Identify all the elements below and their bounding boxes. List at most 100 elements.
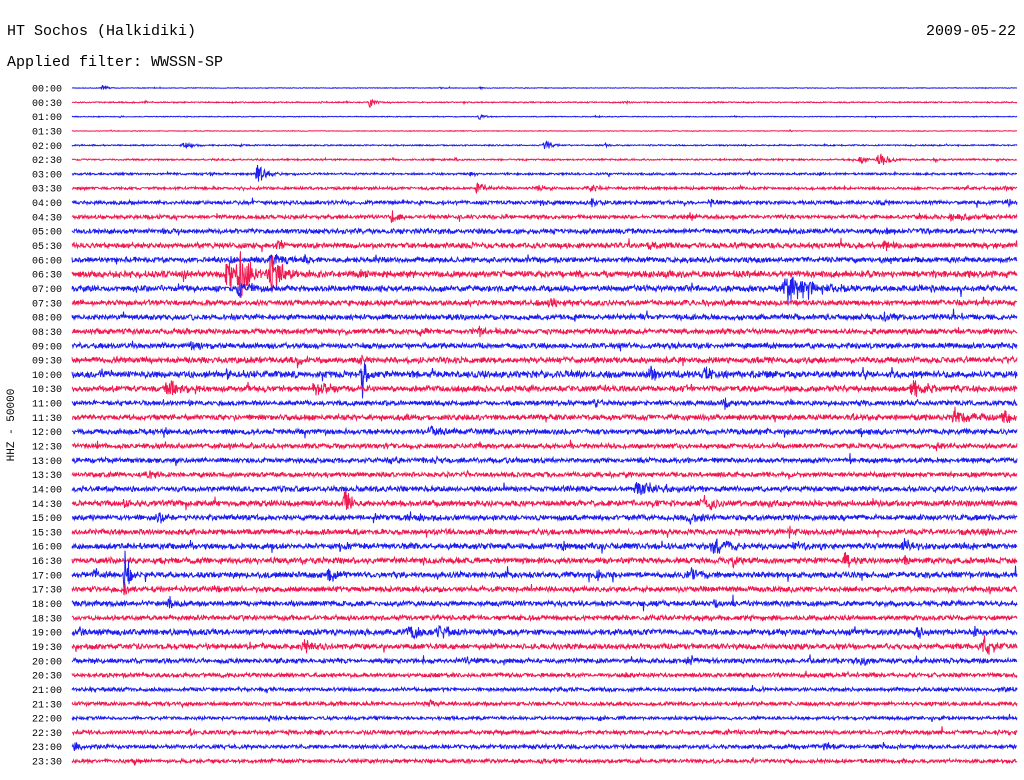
- trace-1330: [71, 469, 1018, 480]
- row-label-1000: 10:00: [32, 371, 62, 382]
- trace-0200: [71, 140, 1018, 150]
- trace-0930: [71, 354, 1018, 369]
- trace-0330: [72, 182, 1018, 195]
- row-label-1600: 16:00: [32, 543, 62, 554]
- row-label-0500: 05:00: [32, 228, 62, 239]
- row-label-2000: 20:00: [32, 657, 62, 668]
- row-label-0600: 06:00: [32, 256, 62, 267]
- trace-1900: [71, 624, 1018, 640]
- row-label-1230: 12:30: [32, 443, 62, 454]
- trace-2330: [71, 756, 1018, 766]
- row-label-0730: 07:30: [32, 299, 62, 310]
- row-label-1930: 19:30: [32, 643, 62, 654]
- trace-1800: [71, 594, 1018, 612]
- row-label-1100: 11:00: [32, 400, 62, 411]
- row-label-1330: 13:30: [32, 471, 62, 482]
- trace-0230: [71, 153, 1018, 166]
- row-label-0130: 01:30: [32, 128, 62, 139]
- trace-2300: [71, 742, 1018, 752]
- row-label-0000: 00:00: [32, 85, 62, 96]
- trace-0000: [71, 84, 1018, 91]
- row-label-2100: 21:00: [32, 686, 62, 697]
- date-label: 2009-05-22: [926, 23, 1016, 40]
- row-label-0430: 04:30: [32, 213, 62, 224]
- trace-0130: [71, 129, 1018, 133]
- trace-0600: [71, 254, 1018, 267]
- row-label-1400: 14:00: [32, 486, 62, 497]
- row-label-0700: 07:00: [32, 285, 62, 296]
- row-label-1300: 13:00: [32, 457, 62, 468]
- trace-0430: [71, 210, 1018, 223]
- row-label-0100: 01:00: [32, 113, 62, 124]
- row-label-0030: 00:30: [32, 99, 62, 110]
- row-label-0330: 03:30: [32, 185, 62, 196]
- trace-0500: [71, 226, 1018, 237]
- trace-0400: [71, 197, 1018, 208]
- row-label-1030: 10:30: [32, 385, 62, 396]
- row-label-1630: 16:30: [32, 557, 62, 568]
- trace-2100: [71, 684, 1018, 694]
- trace-1230: [71, 439, 1018, 452]
- trace-2130: [71, 698, 1018, 709]
- row-label-1800: 18:00: [32, 600, 62, 611]
- trace-1700: [71, 550, 1018, 593]
- row-label-1530: 15:30: [32, 528, 62, 539]
- trace-1400: [71, 482, 1018, 496]
- trace-1500: [71, 511, 1018, 525]
- row-label-1500: 15:00: [32, 514, 62, 525]
- trace-1200: [71, 425, 1018, 439]
- row-label-0630: 06:30: [32, 271, 62, 282]
- row-label-2230: 22:30: [32, 729, 62, 740]
- trace-1630: [71, 552, 1018, 569]
- row-label-2300: 23:00: [32, 743, 62, 754]
- trace-1730: [71, 583, 1018, 596]
- y-axis-label: HHZ - 50000: [6, 389, 18, 462]
- station-title: HT Sochos (Halkidiki): [7, 23, 196, 40]
- row-label-2200: 22:00: [32, 715, 62, 726]
- row-label-0830: 08:30: [32, 328, 62, 339]
- row-labels: 00:00 00:30 01:00 01:30 02:00 02:30 03:00 03:30…: [32, 85, 62, 769]
- row-label-1200: 12:00: [32, 428, 62, 439]
- row-label-2030: 20:30: [32, 672, 62, 683]
- trace-0730: [71, 296, 1017, 308]
- trace-2030: [71, 670, 1018, 680]
- trace-1130: [71, 406, 1018, 423]
- trace-0800: [71, 308, 1018, 323]
- trace-1100: [71, 397, 1018, 410]
- trace-0300: [71, 164, 1018, 182]
- trace-0830: [71, 325, 1018, 338]
- row-label-2330: 23:30: [32, 758, 62, 769]
- row-label-1730: 17:30: [32, 586, 62, 597]
- trace-group: [71, 84, 1018, 766]
- trace-1000: [71, 362, 1018, 399]
- row-label-0400: 04:00: [32, 199, 62, 210]
- trace-1930: [71, 635, 1018, 655]
- trace-0030: [71, 98, 1018, 108]
- trace-0700: [71, 276, 1018, 303]
- trace-1530: [71, 525, 1018, 539]
- filter-label: Applied filter: WWSSN-SP: [7, 54, 223, 71]
- row-label-1130: 11:30: [32, 414, 62, 425]
- row-label-0900: 09:00: [32, 342, 62, 353]
- row-label-0800: 08:00: [32, 314, 62, 325]
- row-label-1700: 17:00: [32, 571, 62, 582]
- row-label-0530: 05:30: [32, 242, 62, 253]
- trace-1830: [71, 613, 1018, 623]
- trace-1600: [71, 538, 1018, 554]
- trace-1300: [71, 453, 1018, 466]
- row-label-0930: 09:30: [32, 357, 62, 368]
- trace-0630: [71, 251, 1018, 299]
- row-label-2130: 21:30: [32, 700, 62, 711]
- row-label-0300: 03:00: [32, 170, 62, 181]
- trace-1430: [71, 488, 1018, 511]
- row-label-1900: 19:00: [32, 629, 62, 640]
- trace-2230: [71, 726, 1018, 737]
- trace-1030: [71, 380, 1018, 397]
- trace-0900: [71, 340, 1018, 352]
- row-label-1830: 18:30: [32, 614, 62, 625]
- trace-0100: [71, 114, 1018, 121]
- trace-2000: [71, 654, 1018, 666]
- trace-2200: [71, 713, 1018, 723]
- trace-0530: [71, 237, 1018, 253]
